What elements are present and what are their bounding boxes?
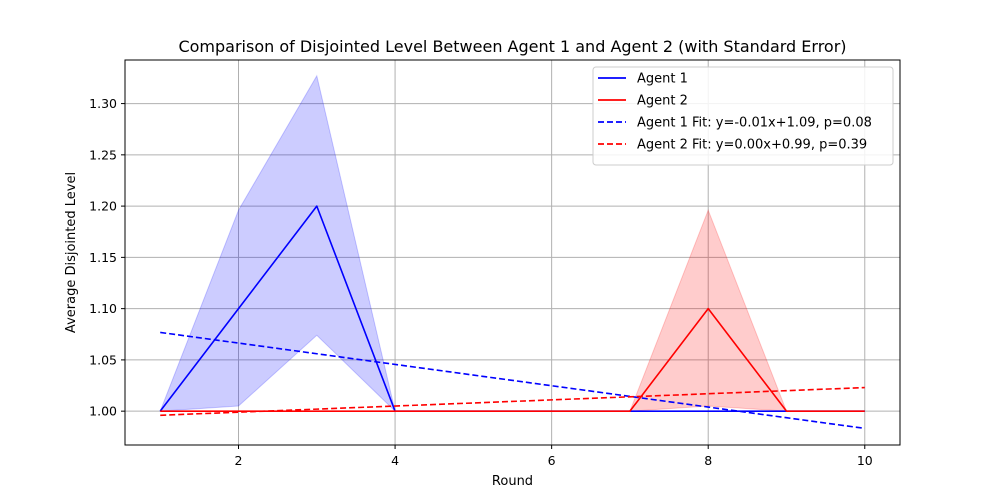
legend-label: Agent 2 Fit: y=0.00x+0.99, p=0.39 [637, 138, 867, 153]
y-tick-label: 1.30 [89, 96, 117, 111]
y-tick-label: 1.20 [89, 199, 117, 214]
legend: Agent 1 Agent 2 Agent 1 Fit: y=-0.01x+1.09… [592, 66, 894, 166]
y-axis-label: Average Disjointed Level [64, 172, 79, 333]
legend-label: Agent 1 Fit: y=-0.01x+1.09, p=0.08 [637, 116, 872, 131]
fit-line-series-4 [160, 386, 865, 417]
axis-ticks: 2 4 6 8 10 1.00 1.05 1.10 1.15 1.20 1.25 1.30 [89, 96, 873, 468]
x-tick-label: 2 [235, 453, 243, 468]
y-tick-label: 1.25 [89, 147, 117, 162]
y-tick-label: 1.05 [89, 352, 117, 367]
series-lines [159, 205, 865, 430]
y-tick-label: 1.10 [89, 301, 117, 316]
y-tick-label: 1.00 [89, 404, 117, 419]
y-tick-label: 1.15 [89, 250, 117, 265]
chart-title: Comparison of Disjointed Level Between A… [178, 37, 846, 56]
x-tick-label: 10 [857, 453, 873, 468]
x-tick-label: 8 [704, 453, 712, 468]
legend-box [592, 66, 894, 166]
legend-label: Agent 1 [637, 72, 688, 87]
plot-frame [124, 59, 901, 446]
x-axis-label: Round [492, 474, 533, 489]
x-tick-label: 4 [391, 453, 399, 468]
x-tick-label: 6 [548, 453, 556, 468]
fit-line-series-3 [160, 331, 865, 430]
legend-label: Agent 2 [637, 94, 688, 109]
